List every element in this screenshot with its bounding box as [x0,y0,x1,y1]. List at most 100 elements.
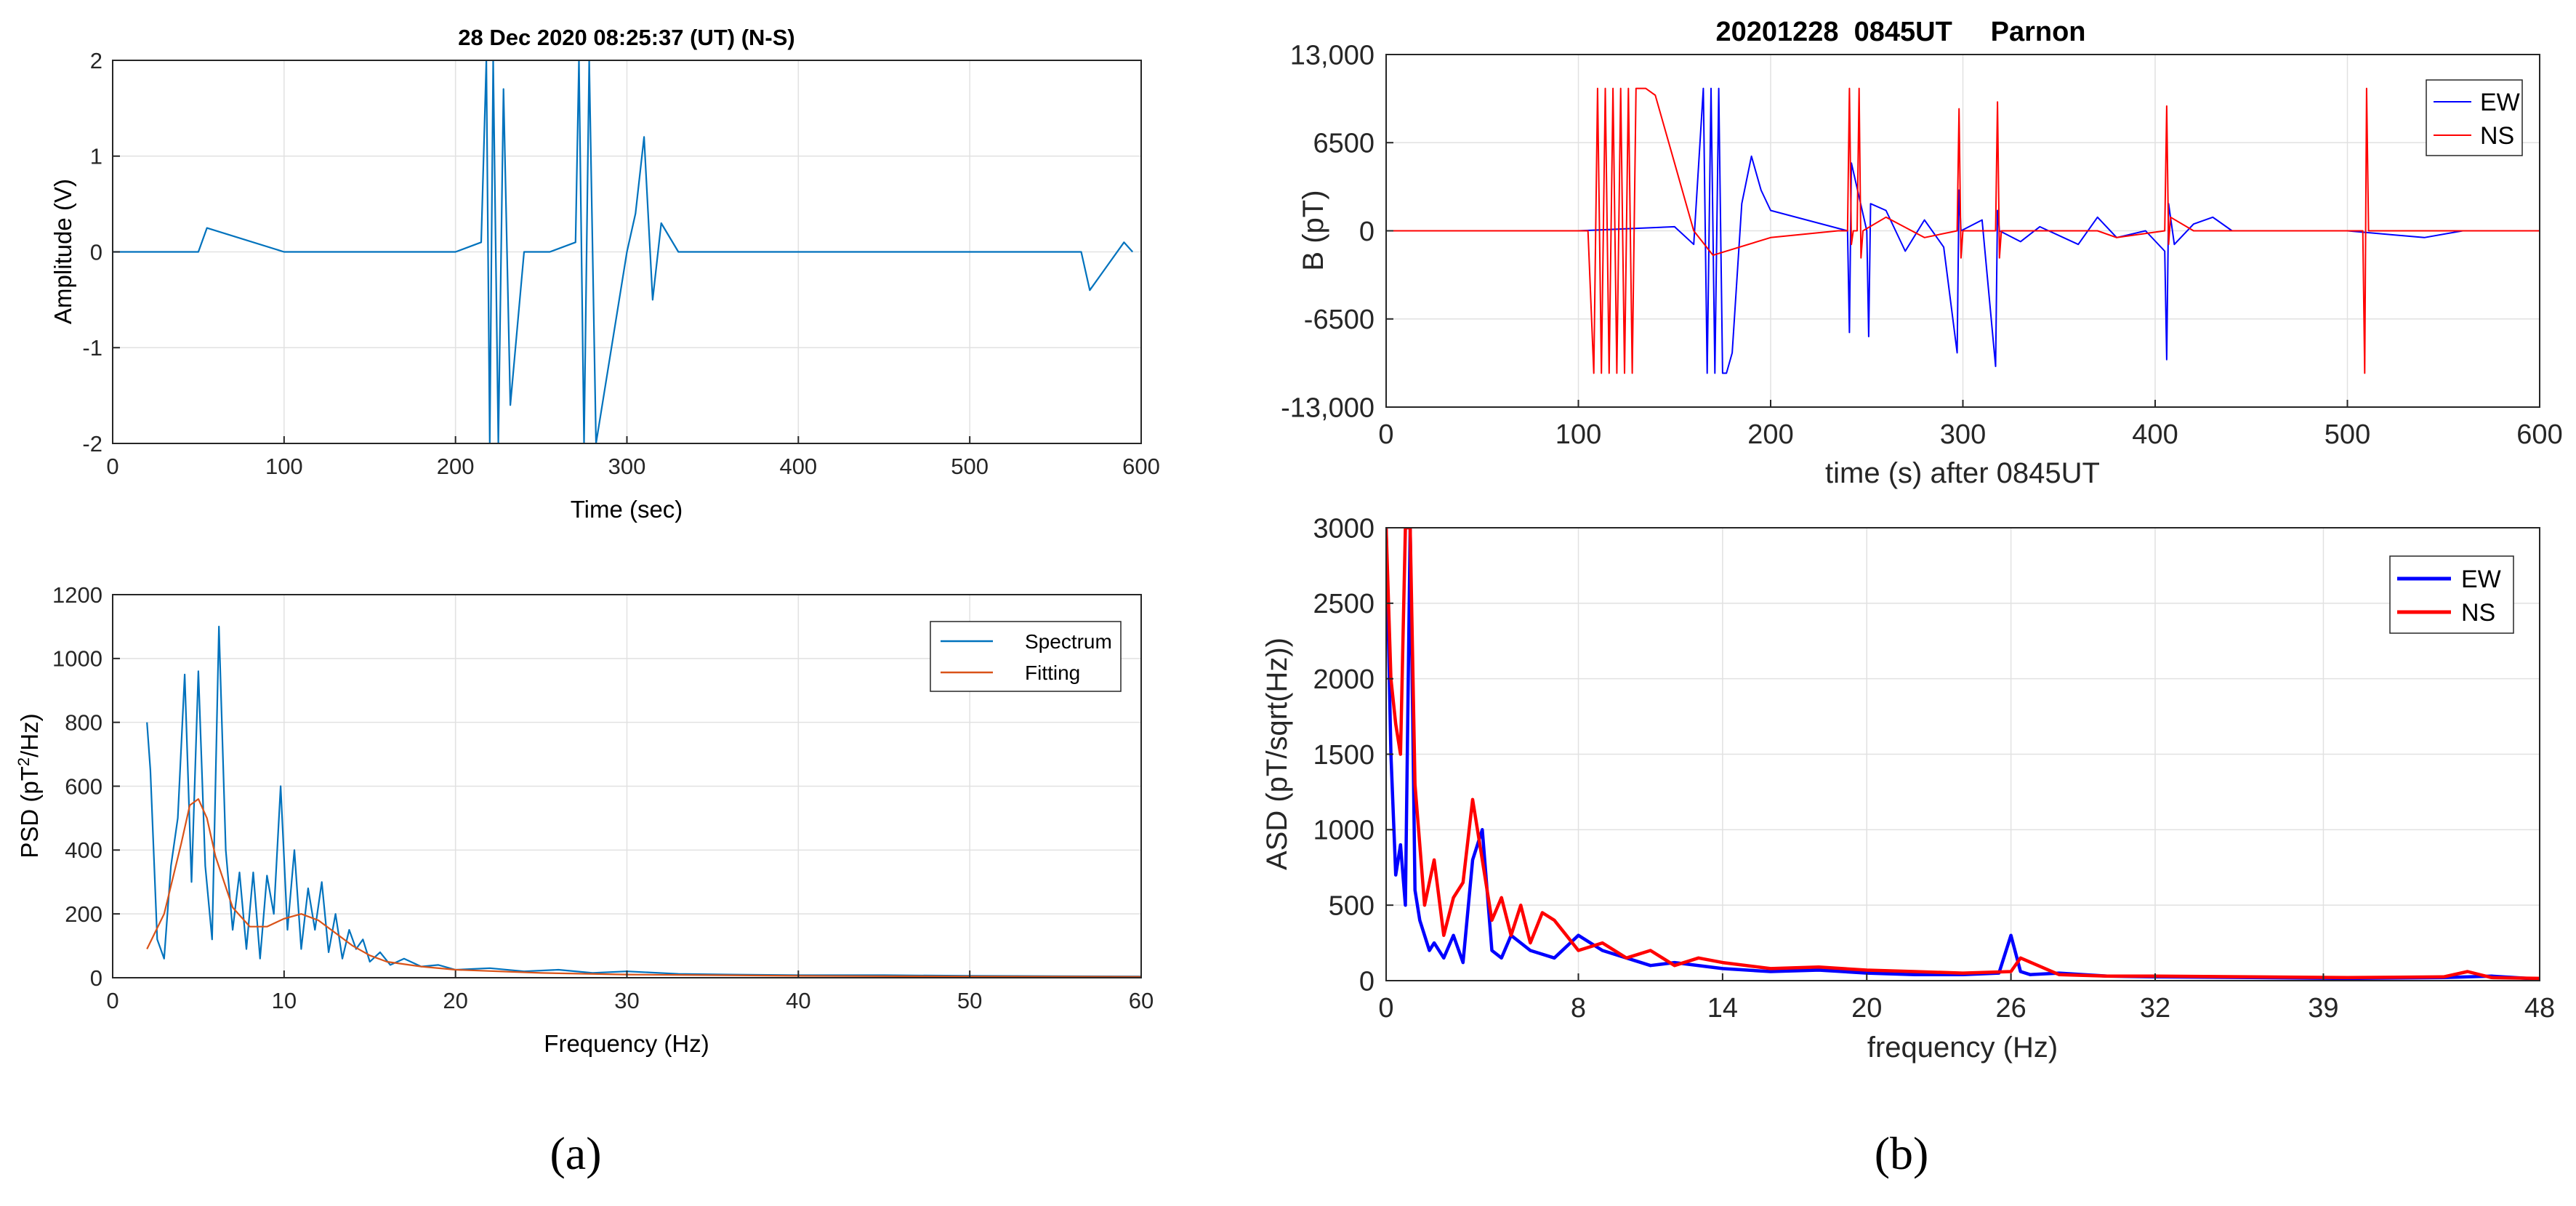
x-tick-label: 26 [1995,993,2026,1024]
x-tick-label: 50 [957,988,982,1013]
y-tick-label: 1000 [1313,816,1374,846]
x-axis-label: frequency (Hz) [1867,1032,2058,1064]
legend-label-ew: EW [2480,89,2520,116]
x-tick-label: 400 [2132,419,2178,450]
series-line-ew [1386,87,2540,374]
y-tick-label: -6500 [1304,305,1374,335]
legend-label-ns: NS [2461,599,2495,627]
y-ticks: 0 200 400 600 800 1000 1200 [52,582,120,991]
x-tick-label: 400 [779,454,817,479]
plot-series [113,60,1134,443]
series-line-ew [1386,528,2540,981]
chart-amplitude-vs-time: 28 Dec 2020 08:25:37 (UT) (N-S) 0 100 200 3… [49,25,1160,523]
figure-label-a: (a) [550,1127,601,1179]
x-axis-label: Frequency (Hz) [544,1030,709,1057]
series-line-ns [1386,528,2540,981]
legend: Spectrum Fitting [930,621,1122,692]
y-label-tail: /Hz) [16,713,43,757]
x-tick-label: 10 [272,988,297,1013]
y-tick-label: 1200 [52,582,102,608]
y-ticks: 0 500 1000 1500 2000 2500 3000 [1313,513,1393,997]
legend-label-fitting: Fitting [1025,662,1080,684]
legend-label-ns: NS [2480,122,2514,150]
series-line-spectrum [146,625,1141,978]
x-tick-label: 600 [1122,454,1160,479]
legend: EW NS [2389,555,2514,634]
series-line-ns [1386,87,2540,374]
y-tick-label: 6500 [1313,129,1374,159]
y-label-superscript: 2 [15,757,33,766]
x-tick-label: 200 [1747,419,1793,450]
y-tick-label: 13,000 [1290,40,1374,71]
chart-title: 20201228 0845UT Parnon [1715,17,2085,47]
y-axis-label: Amplitude (V) [49,179,76,324]
plot-series [1386,87,2540,374]
x-tick-label: 14 [1707,993,1738,1024]
legend-box [2426,79,2523,156]
x-tick-label: 40 [786,988,810,1013]
y-tick-label: 400 [65,837,102,863]
y-tick-label: 2000 [1313,664,1374,695]
x-tick-label: 600 [2516,419,2562,450]
y-tick-label: 3000 [1313,513,1374,544]
chart-asd-vs-frequency: 0 8 14 20 26 32 39 48 050010001500200025003000 … [1261,513,2555,1064]
x-tick-label: 100 [1555,419,1601,450]
legend-label-ew: EW [2461,566,2501,593]
y-tick-label: 800 [65,710,102,736]
series-line-fitting [146,797,1141,978]
x-tick-label: 500 [2325,419,2370,450]
x-ticks: 0 100 200 300 400 500 600 [1378,400,2563,450]
legend-label-spectrum: Spectrum [1025,630,1112,653]
x-tick-label: 30 [614,988,639,1013]
y-tick-label: 0 [1359,966,1374,997]
y-axis-label: B (pT) [1297,190,1329,270]
gridlines [1385,527,2540,981]
x-axis-label: Time (sec) [571,496,683,523]
y-label-base: PSD (pT [16,766,43,859]
x-tick-label: 39 [2308,993,2338,1024]
series-line-n-s-signal [113,60,1134,443]
chart-b-field-vs-time: 20201228 0845UT Parnon 0 100 200 300 400 500 6… [1281,17,2563,489]
y-tick-label: 600 [65,773,102,799]
x-tick-label: 0 [1378,993,1393,1024]
x-tick-label: 0 [1378,419,1393,450]
y-tick-label: -2 [82,431,102,457]
x-ticks: 0 10 20 30 40 50 60 [106,970,1154,1013]
chart-title: 28 Dec 2020 08:25:37 (UT) (N-S) [458,25,794,50]
x-ticks: 0 100 200 300 400 500 600 [106,436,1160,479]
y-tick-label: 1500 [1313,740,1374,771]
x-tick-label: 20 [443,988,467,1013]
y-tick-label: 200 [65,901,102,927]
legend-box [930,621,1122,692]
x-tick-label: 500 [951,454,989,479]
y-tick-label: 500 [1329,891,1374,921]
y-ticks: -2 -1 0 1 2 [82,48,120,457]
plot-series [1386,528,2540,981]
y-ticks: -13,000 -6500 0 6500 13,000 [1281,40,1393,423]
x-tick-label: 20 [1851,993,1882,1024]
y-tick-label: 2500 [1313,589,1374,619]
x-tick-label: 0 [106,988,118,1013]
chart-psd-vs-frequency: 0 10 20 30 40 50 60 0 200 400 600 800 1000 1200 Freq… [15,582,1154,1057]
x-ticks: 0 8 14 20 26 32 39 48 [1378,973,2555,1024]
y-axis-label: ASD (pT/sqrt(Hz)) [1261,638,1293,870]
x-tick-label: 300 [608,454,646,479]
legend-box [2389,555,2514,634]
x-axis-label: time (s) after 0845UT [1825,457,2100,489]
x-tick-label: 48 [2524,993,2555,1024]
y-tick-label: 0 [90,239,102,265]
y-tick-label: 0 [90,965,102,991]
x-tick-label: 60 [1129,988,1154,1013]
y-tick-label: -13,000 [1281,393,1374,423]
y-tick-label: 2 [90,48,102,73]
y-tick-label: 1 [90,144,102,169]
x-tick-label: 8 [1571,993,1586,1024]
y-axis-label: PSD (pT2/Hz) [15,713,43,858]
legend: EW NS [2426,79,2523,156]
x-tick-label: 100 [265,454,303,479]
y-tick-label: 1000 [52,646,102,672]
x-tick-label: 0 [106,454,118,479]
x-tick-label: 300 [1940,419,1986,450]
figure-label-b: (b) [1875,1127,1929,1179]
